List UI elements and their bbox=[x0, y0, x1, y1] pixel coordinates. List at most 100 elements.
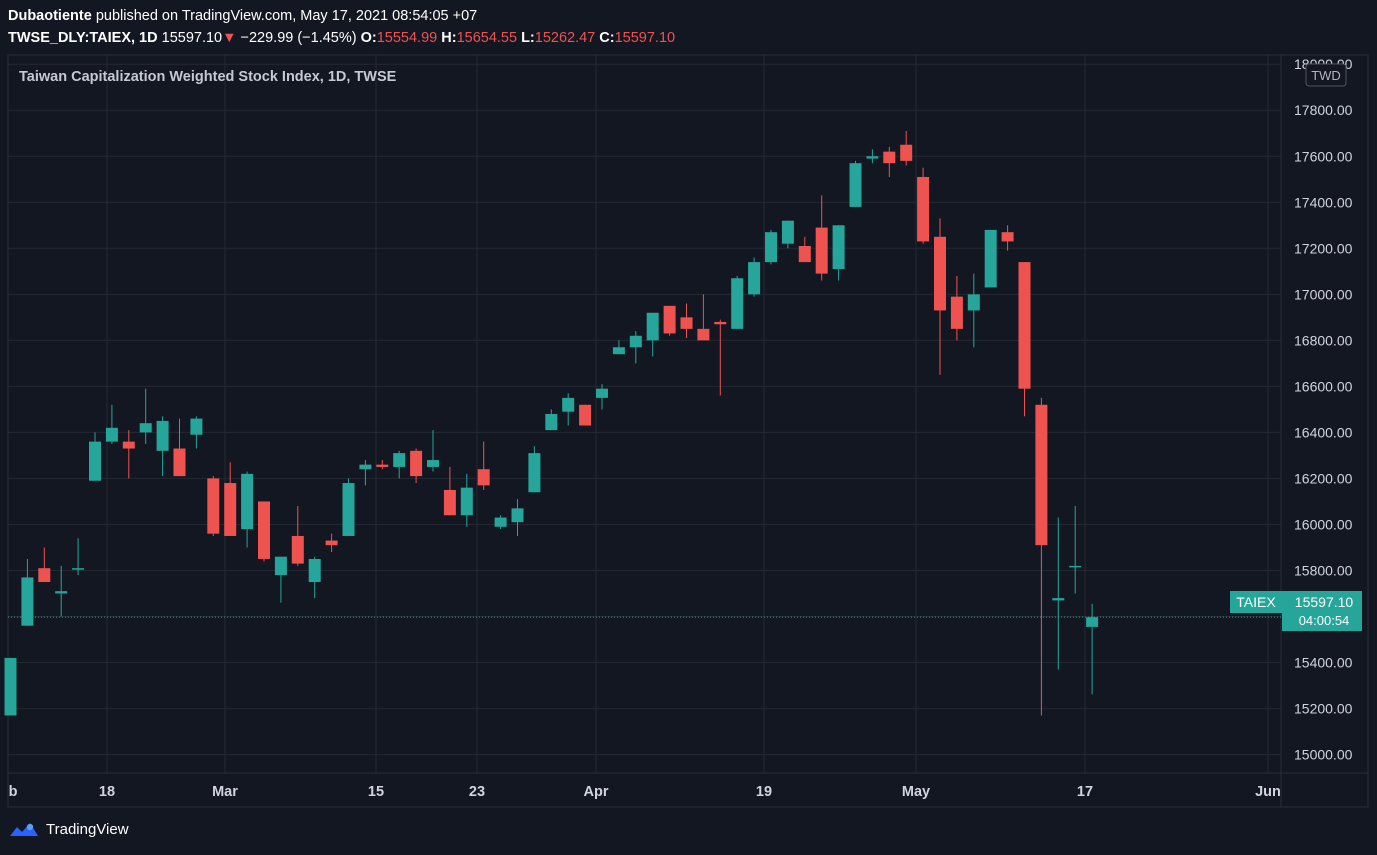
candle-body bbox=[883, 151, 896, 164]
time-tick-label: 17 bbox=[1077, 784, 1093, 800]
price-tick-label: 15800.00 bbox=[1294, 562, 1353, 578]
candle-body bbox=[967, 294, 980, 311]
candle bbox=[984, 229, 997, 288]
candle bbox=[1001, 225, 1014, 251]
time-tick-label: 18 bbox=[99, 784, 115, 800]
time-tick-label: Mar bbox=[212, 784, 238, 800]
price-axis[interactable]: 15000.0015200.0015400.0015600.0015800.00… bbox=[1294, 56, 1353, 762]
candle-body bbox=[511, 508, 524, 523]
candle-body bbox=[308, 558, 321, 582]
candle-body bbox=[832, 225, 845, 270]
price-change: −229.99 (−1.45%) bbox=[240, 30, 357, 46]
candle bbox=[748, 257, 761, 297]
published-text: published on TradingView.com, May 17, 20… bbox=[95, 8, 478, 24]
price-tick-label: 16400.00 bbox=[1294, 424, 1353, 440]
candle-body bbox=[21, 577, 34, 626]
candle bbox=[663, 305, 676, 336]
high-label: H: bbox=[441, 30, 457, 46]
candle-body bbox=[562, 397, 575, 412]
candle bbox=[427, 430, 439, 472]
candle bbox=[376, 460, 389, 470]
candle-body bbox=[1069, 565, 1082, 568]
grid-lines bbox=[8, 55, 1281, 773]
candle bbox=[308, 556, 321, 599]
open-label: O: bbox=[360, 30, 377, 46]
candle-body bbox=[122, 441, 135, 449]
candle-body bbox=[697, 328, 710, 341]
candle bbox=[291, 506, 304, 566]
close-label: C: bbox=[599, 30, 615, 46]
candle-body bbox=[38, 568, 51, 582]
time-tick-label: Apr bbox=[584, 784, 609, 800]
price-tick-label: 15000.00 bbox=[1294, 747, 1353, 763]
candle bbox=[156, 416, 169, 477]
author-name[interactable]: Dubaotiente bbox=[8, 8, 92, 24]
candle bbox=[1018, 262, 1031, 417]
candle bbox=[545, 409, 558, 431]
candle-body bbox=[156, 420, 169, 451]
candle bbox=[173, 418, 186, 477]
candle bbox=[629, 331, 642, 364]
candle bbox=[393, 450, 406, 479]
candle-body bbox=[849, 163, 862, 207]
candle bbox=[596, 384, 608, 410]
candle bbox=[494, 515, 507, 530]
candle bbox=[190, 416, 203, 449]
candle bbox=[781, 220, 794, 249]
currency-badge-box[interactable] bbox=[1305, 63, 1347, 87]
candle-body bbox=[410, 450, 423, 477]
footer-brand[interactable]: TradingView bbox=[8, 820, 129, 838]
candle bbox=[38, 547, 51, 582]
chart-frame bbox=[7, 54, 1369, 808]
candle-body bbox=[781, 220, 794, 244]
candle bbox=[342, 478, 355, 536]
candle-body bbox=[258, 501, 270, 559]
current-price-tag bbox=[1282, 591, 1362, 631]
candle-body bbox=[984, 229, 997, 288]
candle bbox=[460, 473, 473, 527]
price-tick-label: 16000.00 bbox=[1294, 516, 1353, 532]
candle bbox=[325, 533, 338, 553]
candle-body bbox=[934, 236, 946, 311]
candle bbox=[731, 275, 744, 329]
candle-body bbox=[72, 568, 85, 570]
candle-body bbox=[528, 453, 541, 493]
candle-body bbox=[89, 441, 101, 481]
last-price: 15597.10 bbox=[161, 30, 223, 46]
publish-line: Dubaotiente published on TradingView.com… bbox=[8, 8, 477, 24]
candle bbox=[1086, 603, 1099, 695]
ohlc-line: TWSE_DLY:TAIEX, 1D 15597.10▼ −229.99 (−1… bbox=[8, 30, 675, 46]
symbol-price-tag bbox=[1230, 591, 1282, 613]
candle-body bbox=[325, 540, 338, 546]
candle-body bbox=[477, 469, 490, 486]
time-tick-label: 15 bbox=[368, 784, 384, 800]
symbol-label: TWSE_DLY:TAIEX, 1D bbox=[8, 30, 158, 46]
candle-body bbox=[105, 427, 118, 442]
candle-body bbox=[714, 321, 727, 325]
candle bbox=[917, 167, 930, 244]
candle bbox=[950, 275, 963, 341]
price-tick-label: 16200.00 bbox=[1294, 470, 1353, 486]
time-axis[interactable]: b 18 Mar 15 23 Apr 19 May 17 Jun bbox=[9, 784, 1281, 800]
price-tick-label: 16600.00 bbox=[1294, 378, 1353, 394]
candle bbox=[1035, 397, 1048, 716]
time-tick-label: Jun bbox=[1255, 784, 1281, 800]
candle bbox=[55, 565, 68, 617]
candle bbox=[579, 404, 592, 426]
candle bbox=[714, 319, 727, 396]
current-price-value: 15597.10 bbox=[1295, 594, 1354, 610]
candle-body bbox=[376, 464, 389, 467]
close-value: 15597.10 bbox=[614, 30, 676, 46]
candle-body bbox=[596, 388, 608, 398]
candle-body bbox=[1018, 262, 1031, 389]
candle-body bbox=[359, 464, 372, 470]
down-arrow-icon: ▼ bbox=[222, 30, 237, 46]
candle-body bbox=[241, 473, 254, 530]
candle bbox=[680, 303, 693, 339]
candle-body bbox=[1052, 598, 1065, 601]
candle bbox=[443, 466, 456, 516]
candle bbox=[511, 499, 524, 536]
candle-body bbox=[950, 296, 963, 329]
candle bbox=[815, 195, 828, 281]
